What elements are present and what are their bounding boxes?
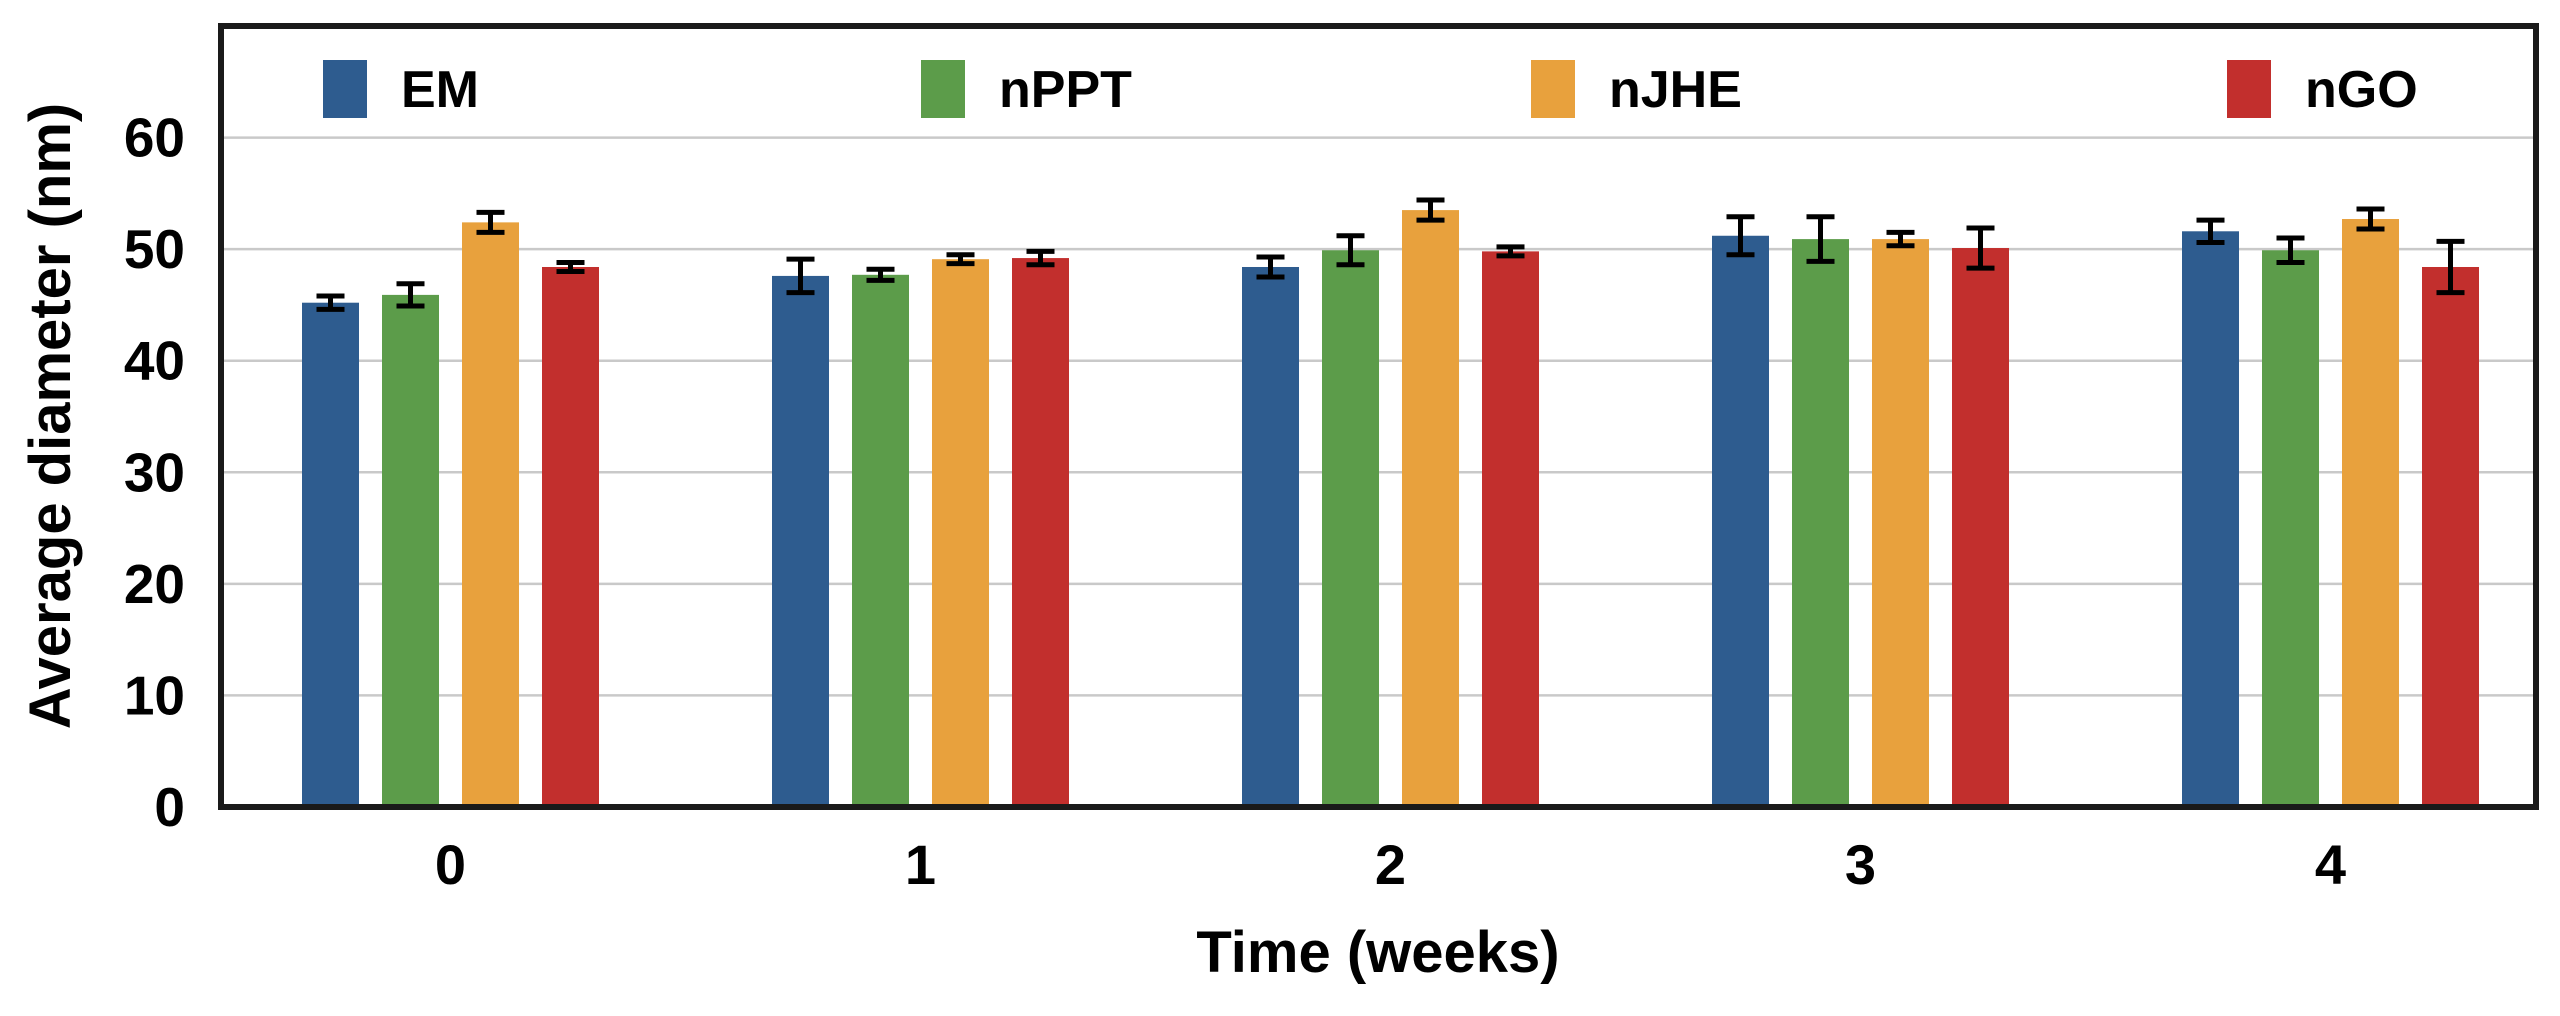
error-bar-nJHE-week4 bbox=[2356, 206, 2385, 232]
error-bar-EM-week2 bbox=[1256, 254, 1285, 280]
y-tick-label-60: 60 bbox=[124, 107, 185, 169]
bar-nJHE-week1 bbox=[932, 259, 989, 807]
bar-nGO-week2 bbox=[1482, 251, 1539, 808]
bar-nJHE-week2 bbox=[1402, 210, 1459, 808]
legend-layer: EM nPPT nJHE nGO bbox=[323, 60, 2418, 119]
legend-swatch-nGO bbox=[2227, 60, 2271, 118]
bar-nPPT-week1 bbox=[852, 274, 909, 807]
bar-EM-week4 bbox=[2182, 231, 2239, 807]
error-bar-EM-week1 bbox=[786, 256, 815, 296]
y-tick-label-10: 10 bbox=[124, 664, 185, 726]
y-tick-label-40: 40 bbox=[124, 330, 185, 392]
error-bar-nJHE-week0 bbox=[476, 209, 505, 235]
bar-nGO-week4 bbox=[2422, 266, 2479, 808]
bar-EM-week1 bbox=[772, 275, 829, 807]
x-tick-label-2: 2 bbox=[1375, 833, 1406, 896]
bar-nGO-week0 bbox=[542, 266, 599, 808]
legend-label-nPPT: nPPT bbox=[999, 61, 1132, 119]
error-bar-nPPT-week1 bbox=[866, 266, 895, 283]
error-bar-EM-week4 bbox=[2196, 217, 2225, 245]
y-tick-label-20: 20 bbox=[124, 553, 185, 615]
bar-nPPT-week3 bbox=[1792, 239, 1849, 807]
error-bar-nPPT-week2 bbox=[1336, 233, 1365, 268]
error-bar-nPPT-week3 bbox=[1806, 214, 1835, 264]
error-bar-EM-week0 bbox=[316, 293, 345, 312]
error-bar-nJHE-week1 bbox=[946, 252, 975, 267]
legend-label-nGO: nGO bbox=[2305, 61, 2418, 119]
bar-nJHE-week3 bbox=[1872, 239, 1929, 807]
legend-entry-EM: EM bbox=[323, 60, 479, 119]
x-tick-label-0: 0 bbox=[435, 833, 466, 896]
bar-EM-week0 bbox=[302, 302, 359, 807]
error-bar-nGO-week4 bbox=[2436, 238, 2465, 296]
error-bar-nJHE-week2 bbox=[1416, 197, 1445, 223]
legend-label-EM: EM bbox=[401, 61, 479, 119]
legend-swatch-nJHE bbox=[1531, 60, 1575, 118]
legend-swatch-EM bbox=[323, 60, 367, 118]
error-bar-nGO-week2 bbox=[1496, 244, 1525, 259]
error-bar-nGO-week0 bbox=[556, 260, 585, 274]
legend-entry-nGO: nGO bbox=[2227, 60, 2418, 119]
x-tick-label-1: 1 bbox=[905, 833, 936, 896]
error-bar-nGO-week1 bbox=[1026, 248, 1055, 268]
x-tick-label-3: 3 bbox=[1845, 833, 1876, 896]
error-bar-EM-week3 bbox=[1726, 214, 1755, 258]
bar-EM-week3 bbox=[1712, 235, 1769, 808]
legend-entry-nPPT: nPPT bbox=[921, 60, 1132, 119]
x-tick-label-4: 4 bbox=[2315, 833, 2346, 896]
plot-frame-layer bbox=[218, 23, 2539, 810]
legend-swatch-nPPT bbox=[921, 60, 965, 118]
bars-layer bbox=[302, 197, 2479, 808]
y-tick-label-50: 50 bbox=[124, 218, 185, 280]
bar-nPPT-week0 bbox=[382, 294, 439, 807]
error-bar-nJHE-week3 bbox=[1886, 229, 1915, 249]
y-tick-label-0: 0 bbox=[154, 776, 185, 838]
legend-entry-nJHE: nJHE bbox=[1531, 60, 1742, 119]
tick-labels-layer: 0 10 20 30 40 50 60 0 1 2 3 4 bbox=[124, 107, 2346, 896]
bar-EM-week2 bbox=[1242, 266, 1299, 808]
x-axis-title: Time (weeks) bbox=[1196, 920, 1559, 985]
bar-nPPT-week2 bbox=[1322, 250, 1379, 808]
error-bar-nGO-week3 bbox=[1966, 225, 1995, 271]
plot-frame bbox=[218, 23, 2539, 810]
y-tick-label-30: 30 bbox=[124, 441, 185, 503]
bar-nGO-week1 bbox=[1012, 258, 1069, 807]
bar-nJHE-week0 bbox=[462, 222, 519, 807]
legend-label-nJHE: nJHE bbox=[1609, 61, 1742, 119]
bar-nPPT-week4 bbox=[2262, 250, 2319, 808]
y-axis-title: Average diameter (nm) bbox=[18, 103, 83, 729]
bar-nGO-week3 bbox=[1952, 248, 2009, 807]
error-bar-nPPT-week4 bbox=[2276, 235, 2305, 266]
error-bar-nPPT-week0 bbox=[396, 281, 425, 309]
bar-nJHE-week4 bbox=[2342, 219, 2399, 808]
